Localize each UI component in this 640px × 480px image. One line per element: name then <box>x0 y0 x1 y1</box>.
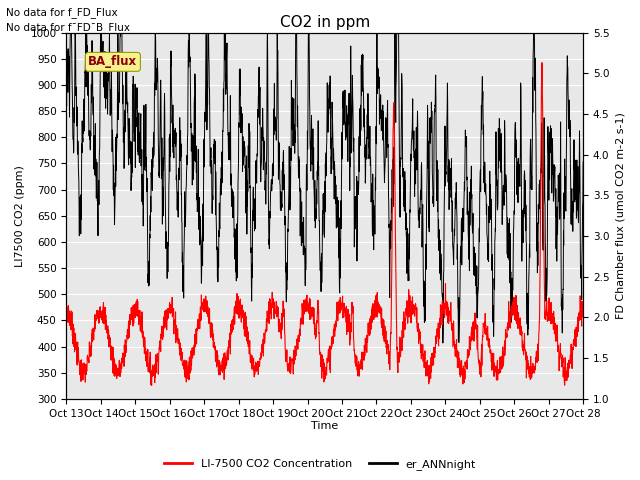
Y-axis label: FD Chamber flux (umol CO2 m-2 s-1): FD Chamber flux (umol CO2 m-2 s-1) <box>615 112 625 319</box>
X-axis label: Time: Time <box>311 421 339 432</box>
Text: No data for f¯FD¯B_Flux: No data for f¯FD¯B_Flux <box>6 22 131 33</box>
Legend: LI-7500 CO2 Concentration, er_ANNnight: LI-7500 CO2 Concentration, er_ANNnight <box>160 455 480 474</box>
Text: No data for f_FD_Flux: No data for f_FD_Flux <box>6 7 118 18</box>
Title: CO2 in ppm: CO2 in ppm <box>280 15 370 30</box>
Text: BA_flux: BA_flux <box>88 55 138 68</box>
Y-axis label: LI7500 CO2 (ppm): LI7500 CO2 (ppm) <box>15 165 25 267</box>
